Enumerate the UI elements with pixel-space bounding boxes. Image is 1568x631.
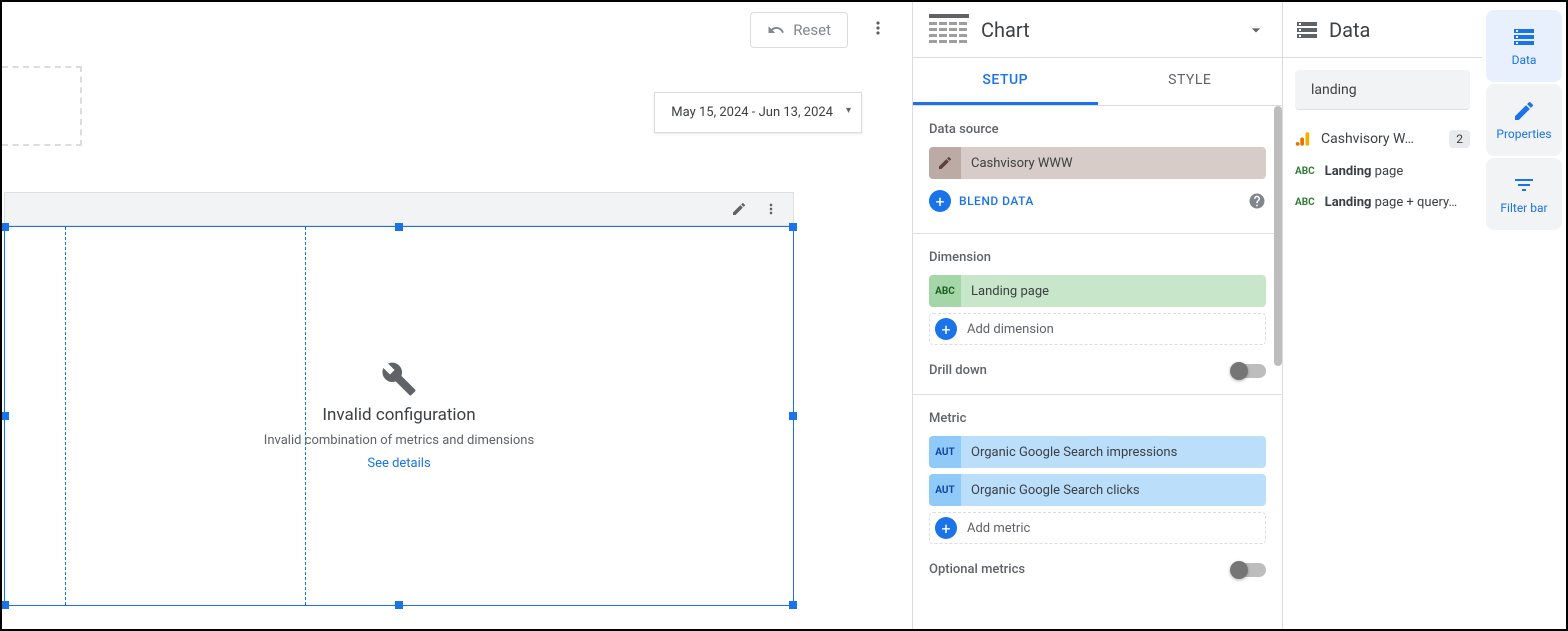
canvas-area[interactable]: Reset May 15, 2024 - Jun 13, 2024: [2, 2, 912, 629]
blend-data-row[interactable]: + BLEND DATA: [929, 185, 1266, 217]
metric-label: Metric: [929, 411, 1266, 426]
data-panel-header: Data: [1283, 2, 1482, 58]
metric-chip[interactable]: AUT Organic Google Search impressions: [929, 436, 1266, 468]
config-title: Chart: [981, 18, 1234, 42]
help-icon[interactable]: [1248, 192, 1266, 210]
plus-icon: +: [935, 318, 957, 340]
placeholder-box[interactable]: [2, 66, 82, 146]
resize-handle[interactable]: [395, 223, 403, 231]
data-source-item[interactable]: Cashvisory W… 2: [1283, 122, 1482, 156]
dimension-chip[interactable]: ABC Landing page: [929, 275, 1266, 307]
tab-setup[interactable]: SETUP: [913, 58, 1098, 105]
tab-style[interactable]: STYLE: [1098, 58, 1283, 105]
setup-content: Data source Cashvisory WWW + BLEND DATA …: [913, 106, 1282, 629]
data-source-name: Cashvisory W…: [1321, 131, 1441, 147]
reset-label: Reset: [793, 21, 831, 39]
date-range-label: May 15, 2024 - Jun 13, 2024: [671, 105, 833, 120]
field-name: Landing page: [1325, 164, 1404, 179]
metric-name: Organic Google Search impressions: [961, 445, 1266, 460]
rail-data-button[interactable]: Data: [1486, 10, 1562, 82]
undo-icon: [767, 21, 785, 39]
plus-icon: +: [935, 517, 957, 539]
chart-more-icon[interactable]: [757, 195, 785, 223]
add-dimension-button[interactable]: + Add dimension: [929, 313, 1266, 345]
drill-down-toggle[interactable]: [1232, 364, 1266, 378]
date-range-picker[interactable]: May 15, 2024 - Jun 13, 2024: [654, 92, 862, 133]
rail-filter-button[interactable]: Filter bar: [1486, 158, 1562, 230]
data-source-chip[interactable]: Cashvisory WWW: [929, 147, 1266, 179]
resize-handle[interactable]: [789, 412, 797, 420]
resize-handle[interactable]: [2, 223, 9, 231]
field-name: Landing page + query…: [1325, 195, 1458, 210]
data-source-label: Data source: [929, 122, 1266, 137]
analytics-icon: [1295, 130, 1313, 148]
data-icon: [1512, 25, 1536, 49]
resize-handle[interactable]: [395, 601, 403, 609]
dimension-name: Landing page: [961, 284, 1266, 299]
data-panel-title: Data: [1329, 18, 1370, 42]
resize-handle[interactable]: [2, 601, 9, 609]
rail-label: Filter bar: [1500, 201, 1547, 215]
data-panel: Data Cashvisory W… 2 ABC Landing page AB…: [1282, 2, 1482, 629]
blend-label: BLEND DATA: [959, 194, 1240, 208]
selected-chart[interactable]: Invalid configuration Invalid combinatio…: [4, 192, 794, 612]
filter-icon: [1512, 173, 1536, 197]
field-search[interactable]: [1295, 70, 1470, 110]
dimension-label: Dimension: [929, 250, 1266, 265]
rail-label: Data: [1512, 53, 1537, 67]
plus-icon: +: [929, 190, 951, 212]
abc-badge: ABC: [1295, 197, 1315, 208]
abc-badge: ABC: [1295, 166, 1315, 177]
metric-name: Organic Google Search clicks: [961, 483, 1266, 498]
add-metric-button[interactable]: + Add metric: [929, 512, 1266, 544]
scrollbar[interactable]: [1274, 106, 1282, 486]
edit-icon[interactable]: [725, 195, 753, 223]
drill-down-label: Drill down: [929, 363, 987, 378]
more-icon[interactable]: [860, 10, 896, 50]
add-metric-label: Add metric: [967, 521, 1030, 536]
add-dimension-label: Add dimension: [967, 322, 1054, 337]
aut-badge: AUT: [929, 436, 961, 468]
right-rail: Data Properties Filter bar: [1482, 2, 1566, 629]
chart-body[interactable]: Invalid configuration Invalid combinatio…: [4, 226, 794, 606]
chart-header: [4, 192, 794, 226]
table-chart-icon: [929, 12, 969, 48]
error-details-link[interactable]: See details: [367, 456, 430, 471]
metric-chip[interactable]: AUT Organic Google Search clicks: [929, 474, 1266, 506]
optional-metrics-toggle[interactable]: [1232, 563, 1266, 577]
pencil-icon: [1512, 99, 1536, 123]
error-title: Invalid configuration: [322, 405, 475, 425]
reset-button[interactable]: Reset: [750, 12, 848, 48]
resize-handle[interactable]: [789, 601, 797, 609]
guide-line: [65, 227, 66, 605]
config-tabs: SETUP STYLE: [913, 58, 1282, 106]
guide-line: [305, 227, 306, 605]
drill-down-row: Drill down: [929, 363, 1266, 378]
rail-properties-button[interactable]: Properties: [1486, 84, 1562, 156]
wrench-icon: [381, 361, 417, 397]
resize-handle[interactable]: [2, 412, 9, 420]
resize-handle[interactable]: [789, 223, 797, 231]
pencil-icon[interactable]: [929, 147, 961, 179]
data-source-name: Cashvisory WWW: [961, 156, 1266, 171]
config-header[interactable]: Chart: [913, 2, 1282, 58]
data-source-icon: [1295, 18, 1319, 42]
chevron-down-icon[interactable]: [1246, 20, 1266, 40]
field-item[interactable]: ABC Landing page: [1283, 156, 1482, 187]
canvas-topbar: Reset: [750, 2, 912, 58]
abc-badge: ABC: [929, 275, 961, 307]
aut-badge: AUT: [929, 474, 961, 506]
search-input[interactable]: [1311, 82, 1489, 98]
field-count-badge: 2: [1449, 130, 1470, 148]
optional-metrics-row: Optional metrics: [929, 562, 1266, 577]
rail-label: Properties: [1496, 127, 1551, 141]
config-panel: Chart SETUP STYLE Data source Cashvisory…: [912, 2, 1282, 629]
field-item[interactable]: ABC Landing page + query…: [1283, 187, 1482, 218]
optional-metrics-label: Optional metrics: [929, 562, 1025, 577]
